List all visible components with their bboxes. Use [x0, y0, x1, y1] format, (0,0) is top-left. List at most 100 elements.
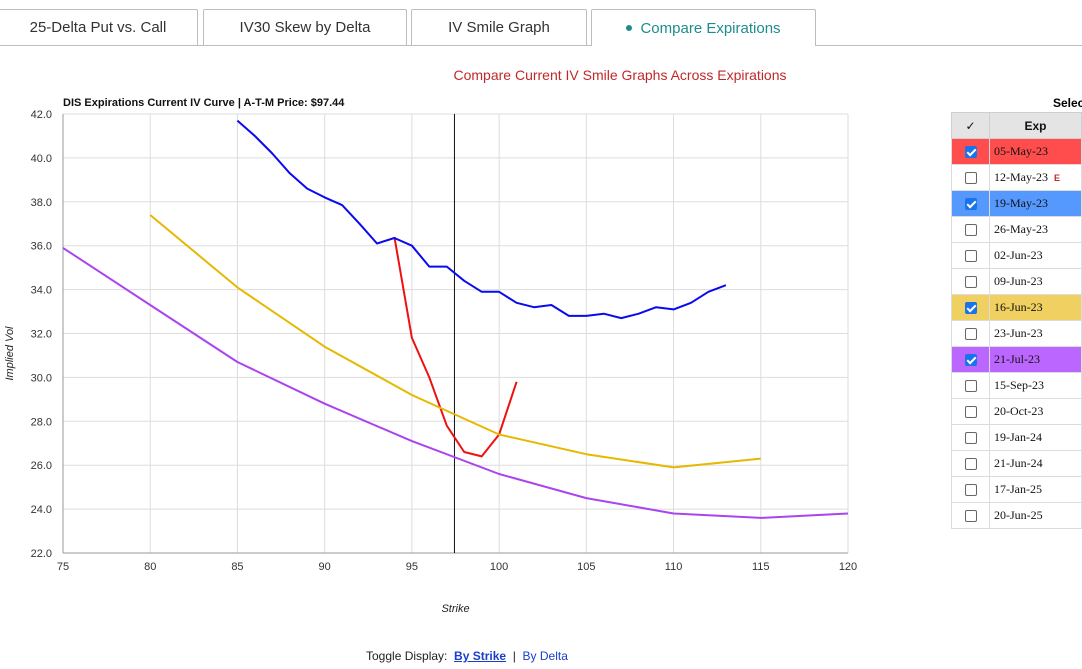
expiration-row[interactable]: 05-May-23 — [951, 138, 1082, 165]
expiration-cell: 17-Jan-25 — [989, 476, 1082, 503]
series-line — [62, 247, 849, 519]
expiration-checkbox[interactable] — [964, 250, 977, 263]
expiration-selector-table: ✓ Exp 05-May-23 12-May-23 E 19-May-23 26-May… — [951, 112, 1082, 529]
expiration-row[interactable]: 17-Jan-25 — [951, 476, 1082, 503]
x-tick-label: 105 — [577, 561, 595, 573]
expiration-cell: 19-Jan-24 — [989, 424, 1082, 451]
tab-bar: 25-Delta Put vs. Call IV30 Skew by Delta… — [0, 0, 1082, 46]
checkbox-cell — [951, 216, 990, 243]
earnings-badge: E — [1054, 173, 1061, 183]
expiration-row[interactable]: 19-Jan-24 — [951, 424, 1082, 451]
expiration-label: 20-Oct-23 — [994, 404, 1044, 418]
expiration-row[interactable]: 09-Jun-23 — [951, 268, 1082, 295]
y-tick-label: 28.0 — [31, 416, 52, 428]
expiration-row[interactable]: 21-Jul-23 — [951, 346, 1082, 373]
expiration-cell: 23-Jun-23 — [989, 320, 1082, 347]
x-tick-label: 85 — [231, 561, 243, 573]
expiration-label: 21-Jun-24 — [994, 456, 1043, 470]
y-tick-label: 40.0 — [31, 153, 52, 165]
checkbox-cell — [951, 372, 990, 399]
tab-label: IV30 Skew by Delta — [239, 19, 371, 36]
expiration-checkbox[interactable] — [964, 224, 977, 237]
section-heading: Compare Current IV Smile Graphs Across E… — [453, 67, 787, 83]
tab-25-delta-put-vs-call[interactable]: 25-Delta Put vs. Call — [0, 9, 198, 45]
expiration-checkbox[interactable] — [964, 198, 977, 211]
by-strike-link[interactable]: By Strike — [454, 649, 507, 663]
expiration-row[interactable]: 20-Jun-25 — [951, 502, 1082, 529]
expiration-checkbox[interactable] — [964, 406, 977, 419]
checkbox-cell — [951, 164, 990, 191]
y-tick-label: 22.0 — [31, 548, 52, 560]
expiration-row[interactable]: 16-Jun-23 — [951, 294, 1082, 321]
x-axis-label: Strike — [441, 603, 469, 615]
checkbox-cell — [951, 398, 990, 425]
x-tick-label: 115 — [752, 561, 770, 573]
expiration-label: 09-Jun-23 — [994, 274, 1043, 288]
expiration-cell: 19-May-23 — [989, 190, 1082, 217]
y-axis-label: Implied Vol — [4, 326, 16, 381]
chart-title: DIS Expirations Current IV Curve | A-T-M… — [63, 97, 345, 109]
series-line — [236, 119, 727, 320]
header-check-icon: ✓ — [951, 112, 990, 139]
expiration-checkbox[interactable] — [964, 172, 977, 185]
x-tick-label: 110 — [665, 561, 683, 573]
expiration-label: 02-Jun-23 — [994, 248, 1043, 262]
expiration-row[interactable]: 26-May-23 — [951, 216, 1082, 243]
expiration-row[interactable]: 15-Sep-23 — [951, 372, 1082, 399]
expiration-cell: 09-Jun-23 — [989, 268, 1082, 295]
y-tick-label: 32.0 — [31, 329, 52, 341]
expiration-label: 05-May-23 — [994, 144, 1048, 158]
table-header-row: ✓ Exp — [951, 112, 1082, 139]
expiration-checkbox[interactable] — [964, 484, 977, 497]
expiration-checkbox[interactable] — [964, 302, 977, 315]
active-dot-icon — [626, 25, 633, 31]
checkbox-cell — [951, 450, 990, 477]
x-tick-label: 90 — [319, 561, 331, 573]
expiration-cell: 05-May-23 — [989, 138, 1082, 165]
checkbox-cell — [951, 476, 990, 503]
series-line — [393, 236, 518, 458]
tab-compare-expirations[interactable]: Compare Expirations — [591, 9, 816, 46]
by-delta-link[interactable]: By Delta — [522, 649, 568, 663]
expiration-checkbox[interactable] — [964, 380, 977, 393]
expiration-checkbox[interactable] — [964, 146, 977, 159]
checkbox-cell — [951, 268, 990, 295]
expiration-checkbox[interactable] — [964, 354, 977, 367]
expiration-row[interactable]: 12-May-23 E — [951, 164, 1082, 191]
expiration-checkbox[interactable] — [964, 432, 977, 445]
expiration-label: 12-May-23 — [994, 170, 1048, 184]
expiration-cell: 21-Jul-23 — [989, 346, 1082, 373]
checkbox-cell — [951, 190, 990, 217]
expiration-label: 15-Sep-23 — [994, 378, 1044, 392]
toggle-display: Toggle Display: By Strike | By Delta — [366, 649, 568, 663]
expiration-checkbox[interactable] — [964, 328, 977, 341]
y-tick-label: 38.0 — [31, 197, 52, 209]
expiration-label: 20-Jun-25 — [994, 508, 1043, 522]
expiration-label: 16-Jun-23 — [994, 300, 1043, 314]
tab-label: 25-Delta Put vs. Call — [29, 19, 167, 36]
checkbox-cell — [951, 138, 990, 165]
expiration-checkbox[interactable] — [964, 458, 977, 471]
toggle-prefix: Toggle Display: — [366, 649, 448, 663]
expiration-checkbox[interactable] — [964, 276, 977, 289]
expiration-checkbox[interactable] — [964, 510, 977, 523]
x-tick-label: 80 — [144, 561, 156, 573]
expiration-row[interactable]: 19-May-23 — [951, 190, 1082, 217]
x-tick-label: 120 — [839, 561, 857, 573]
expiration-cell: 02-Jun-23 — [989, 242, 1082, 269]
checkbox-cell — [951, 424, 990, 451]
expiration-row[interactable]: 21-Jun-24 — [951, 450, 1082, 477]
series-line — [149, 214, 761, 469]
expiration-cell: 21-Jun-24 — [989, 450, 1082, 477]
expiration-cell: 26-May-23 — [989, 216, 1082, 243]
expiration-cell: 20-Oct-23 — [989, 398, 1082, 425]
y-tick-label: 30.0 — [31, 372, 52, 384]
tab-label: Compare Expirations — [640, 19, 781, 37]
expiration-row[interactable]: 23-Jun-23 — [951, 320, 1082, 347]
tab-iv-smile-graph[interactable]: IV Smile Graph — [411, 9, 587, 45]
tab-iv30-skew-by-delta[interactable]: IV30 Skew by Delta — [203, 9, 407, 45]
expiration-row[interactable]: 02-Jun-23 — [951, 242, 1082, 269]
checkbox-cell — [951, 502, 990, 529]
expiration-row[interactable]: 20-Oct-23 — [951, 398, 1082, 425]
tab-bar-baseline — [0, 45, 1082, 46]
